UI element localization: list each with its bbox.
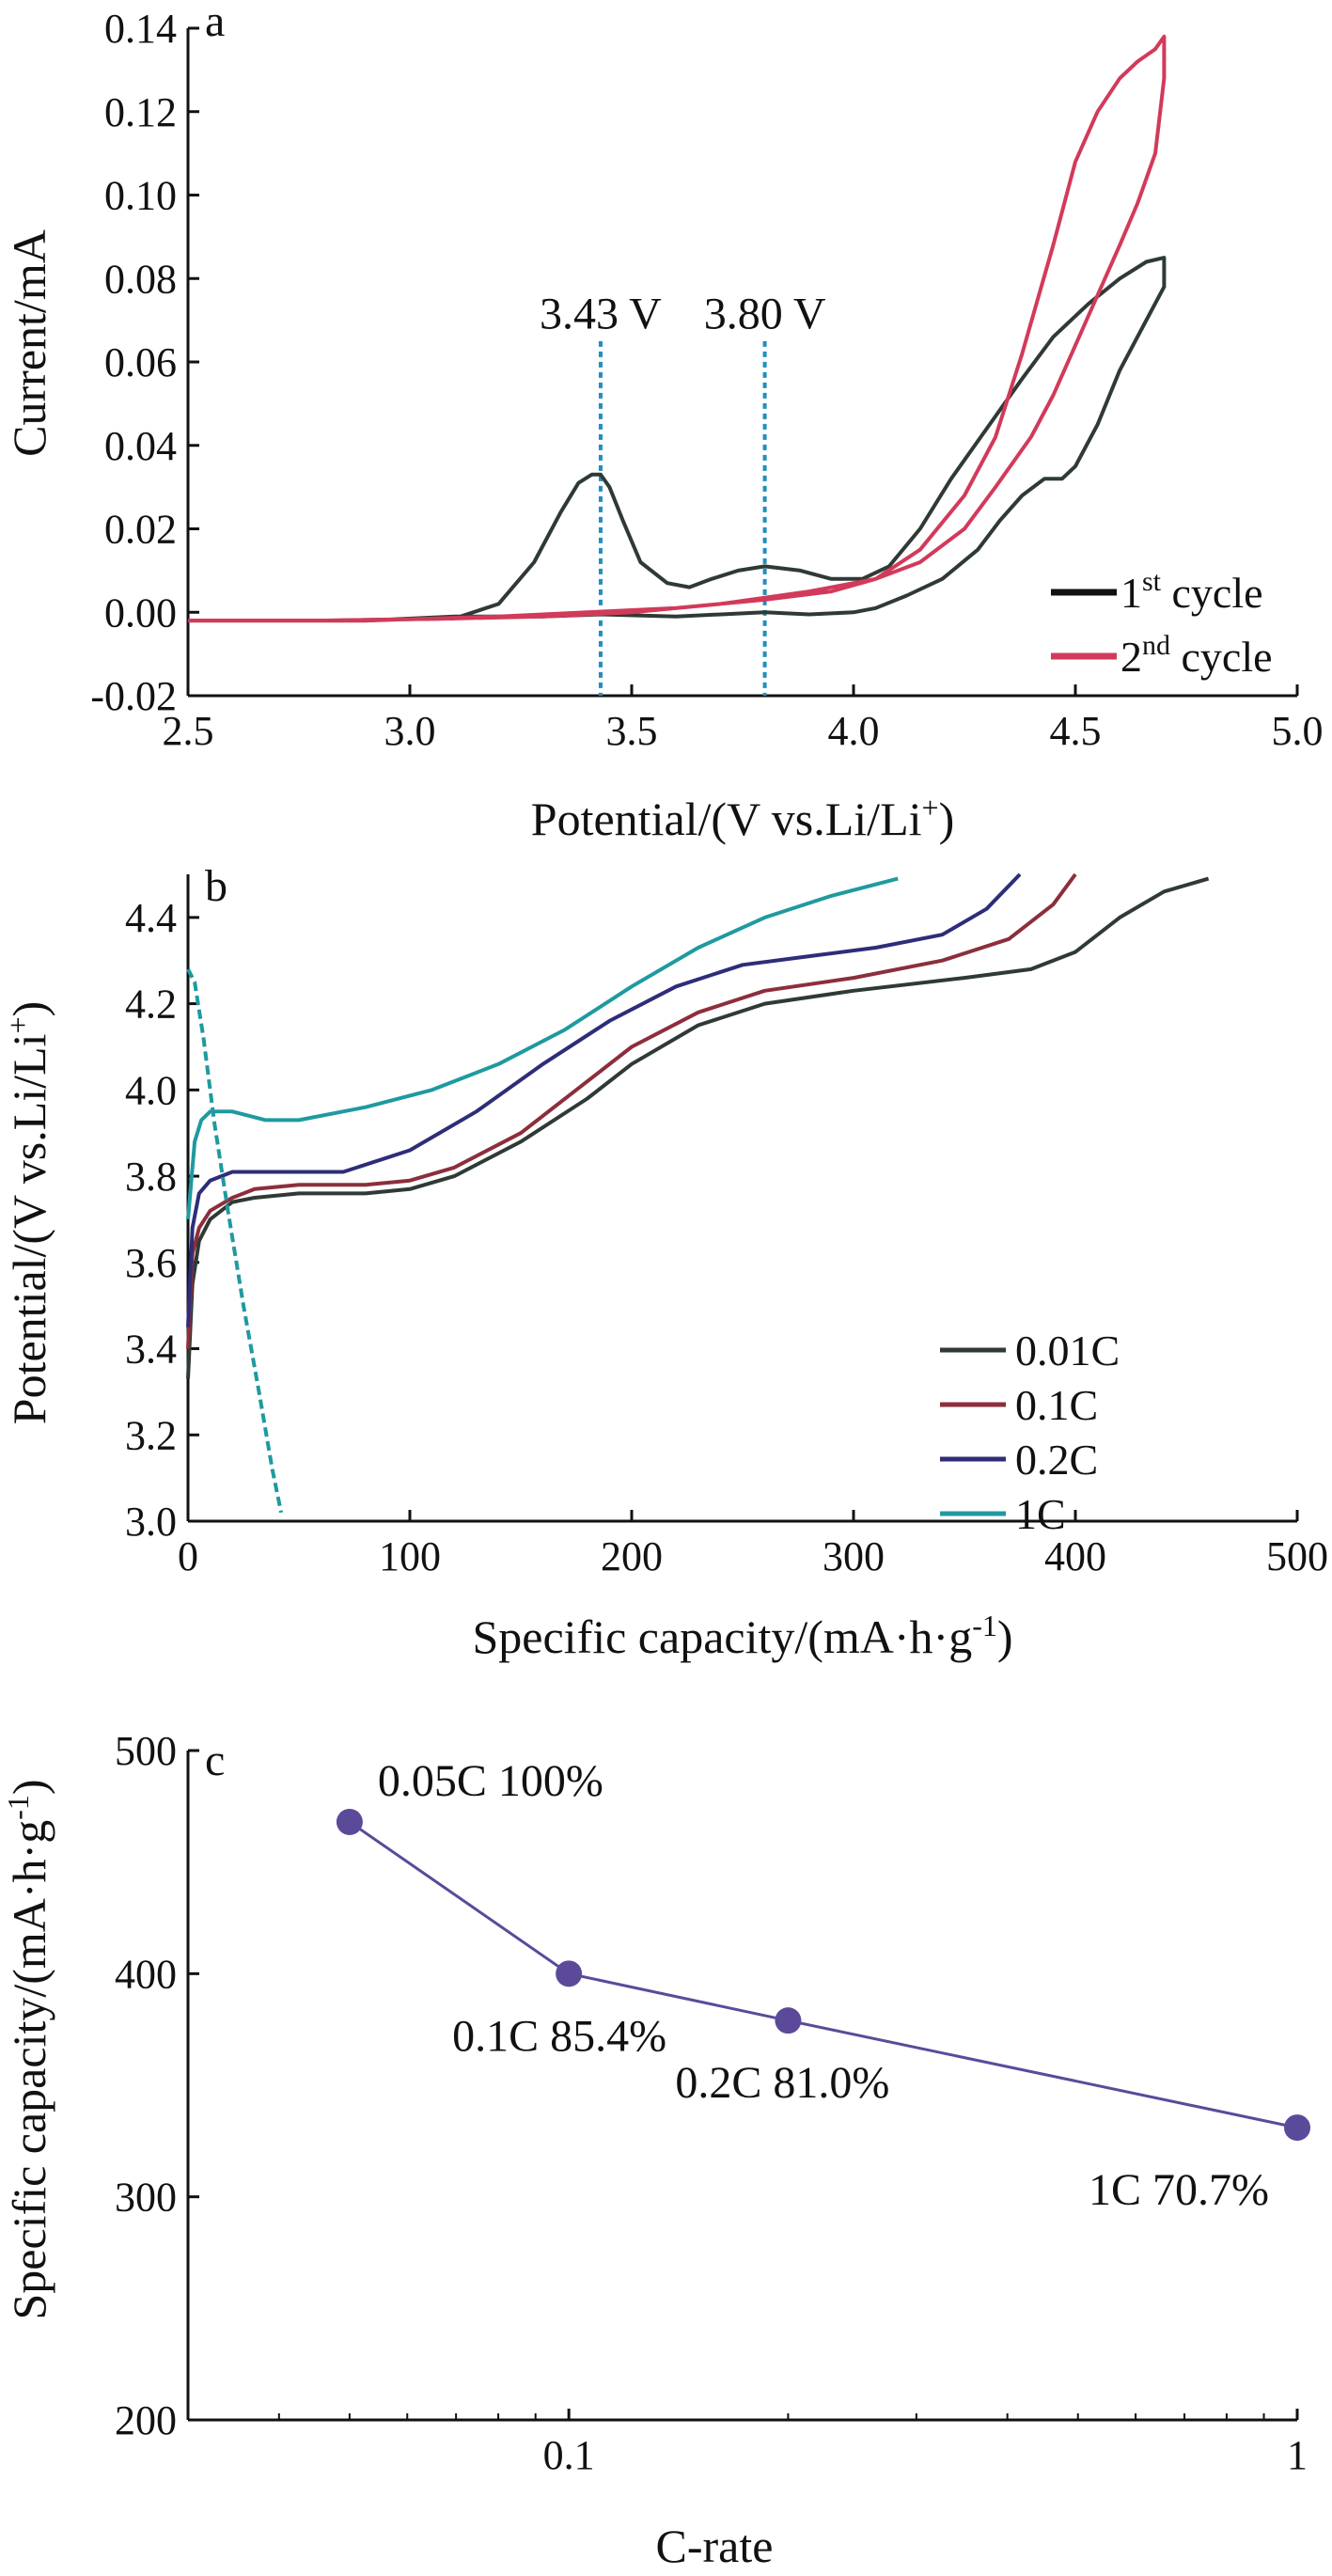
panel-c-marks: 0.1 1 200 300 400 500 0.05C 100% 0.1C 85.4%0.2C…: [115, 1728, 1310, 2478]
panel-b-y-tick-label: 4.2: [125, 982, 177, 1028]
panel-a: a 2.5 3.0 3.5 4.0 4.5 5.0 -0.02 0.00 0.02 0.04 0.0…: [3, 0, 1324, 845]
panel-b-legend: 0.01C 0.1C 0.2C 1C: [940, 1327, 1120, 1538]
panel-c-series-line: [349, 1820, 1298, 2129]
panel-c-label: c: [205, 1736, 225, 1785]
panel-c-point: [1284, 2114, 1310, 2142]
panel-c-point-label: 0.05C 100%: [378, 1756, 603, 1806]
panel-a-x-tick-label: 2.5: [163, 708, 214, 754]
panel-b-y-tick-label: 3.8: [125, 1154, 177, 1200]
panel-c-x-tick-label: 1: [1287, 2432, 1308, 2478]
panel-b-legend-label: 0.1C: [1015, 1381, 1098, 1429]
panel-a-y-tick-label: 0.02: [104, 507, 177, 553]
panel-a-marks: 2.5 3.0 3.5 4.0 4.5 5.0 -0.02 0.00 0.02 0.04 0.06 0…: [90, 6, 1323, 754]
legend-label-2nd: 2nd cycle: [1120, 630, 1273, 681]
panel-a-x-tick-label: 4.5: [1050, 708, 1102, 754]
panel-a-y-tick-label: 0.12: [104, 89, 177, 135]
panel-c-ylabel: Specific capacity/(mA·h·g-1): [1, 1779, 55, 2319]
panel-a-y-tick-label: -0.02: [90, 673, 177, 719]
panel-b-series-0.1C: [186, 872, 1077, 1349]
panel-b-y-tick-label: 4.4: [125, 895, 177, 941]
panel-b-legend-label: 1C: [1015, 1490, 1066, 1538]
panel-c: c 0.1 1 200 300 400 500 0.05C 100% 0.1C 85.4%0.…: [1, 1728, 1310, 2572]
panel-b-ylabel: Potential/(V vs.Li/Li+): [1, 1001, 55, 1424]
panel-c-point: [556, 1960, 583, 1987]
panel-c-point-label: 0.1C 85.4%: [452, 2011, 666, 2061]
panel-b-series-1C: [186, 876, 899, 1220]
panel-c-y-tick-label: 200: [115, 2397, 177, 2443]
panel-b-series-0.01C: [186, 876, 1210, 1379]
panel-b: b 0 100 200 300 400 500 3.0 3.2 3.4 3.6 3.8 4.0 4.2 4…: [1, 861, 1328, 1663]
panel-c-x-tick-label: 0.1: [543, 2432, 595, 2478]
panel-a-xlabel-main: Potential/(V vs.Li/Li: [531, 793, 922, 845]
panel-c-y-tick-label: 400: [115, 1951, 177, 1997]
panel-c-point-label: 0.2C 81.0%: [675, 2058, 889, 2108]
panel-b-marks: 0 100 200 300 400 500 3.0 3.2 3.4 3.6 3.8 4.0 4.2 4.4: [125, 872, 1328, 1579]
panel-a-y-tick-label: 0.08: [104, 256, 177, 302]
panel-a-x-tick-label: 5.0: [1272, 708, 1324, 754]
panel-b-y-tick-label: 3.4: [125, 1327, 177, 1373]
panel-a-xlabel-sup: +: [922, 791, 939, 825]
panel-c-point: [775, 2007, 802, 2034]
panel-b-x-tick-label: 300: [823, 1533, 885, 1579]
panel-b-x-tick-label: 200: [601, 1533, 663, 1579]
panel-a-x-tick-label: 3.5: [606, 708, 658, 754]
panel-b-y-tick-label: 3.2: [125, 1412, 177, 1458]
panel-c-point: [336, 1808, 363, 1835]
panel-c-point-label: 1C 70.7%: [1089, 2165, 1269, 2215]
panel-a-y-tick-label: 0.04: [104, 423, 177, 469]
panel-a-x-tick-label: 4.0: [828, 708, 880, 754]
panel-c-xlabel: C-rate: [656, 2520, 774, 2572]
panel-a-annotation-label: 3.80 V: [704, 290, 826, 339]
panel-a-y-tick-label: 0.10: [104, 173, 177, 219]
panel-b-series-discharge: [186, 967, 284, 1514]
panel-a-xlabel: Potential/(V vs.Li/Li+): [531, 791, 954, 845]
panel-a-y-tick-label: 0.06: [104, 339, 177, 385]
panel-c-y-tick-label: 300: [115, 2175, 177, 2221]
panel-a-x-tick-label: 3.0: [384, 708, 436, 754]
panel-a-series-2: [188, 34, 1167, 623]
panel-a-xlabel-tail: ): [939, 793, 955, 845]
panel-b-y-tick-label: 4.0: [125, 1067, 177, 1113]
panel-a-series-1: [188, 256, 1167, 623]
panel-a-legend: 1st cycle 2nd cycle: [1051, 566, 1273, 681]
panel-a-annotation-label: 3.43 V: [540, 290, 662, 339]
panel-b-series-0.2C: [186, 872, 1022, 1327]
legend-label-1st: 1st cycle: [1120, 566, 1263, 617]
panel-b-xlabel: Specific capacity/(mA·h·g-1): [472, 1609, 1012, 1663]
panel-b-legend-label: 0.01C: [1015, 1327, 1120, 1374]
panel-a-y-tick-label: 0.14: [104, 6, 177, 52]
panel-b-legend-label: 0.2C: [1015, 1436, 1098, 1484]
panel-c-y-tick-label: 500: [115, 1728, 177, 1774]
panel-a-y-tick-label: 0.00: [104, 589, 177, 636]
panel-a-ylabel: Current/mA: [3, 229, 55, 457]
panel-b-x-tick-label: 100: [379, 1533, 441, 1579]
panel-b-y-tick-label: 3.0: [125, 1499, 177, 1545]
panel-b-x-tick-label: 0: [178, 1533, 198, 1579]
panel-b-x-tick-label: 500: [1266, 1533, 1328, 1579]
panel-b-x-tick-label: 400: [1044, 1533, 1106, 1579]
panel-a-label: a: [205, 0, 225, 46]
panel-b-label: b: [205, 861, 227, 911]
panel-b-y-tick-label: 3.6: [125, 1240, 177, 1286]
